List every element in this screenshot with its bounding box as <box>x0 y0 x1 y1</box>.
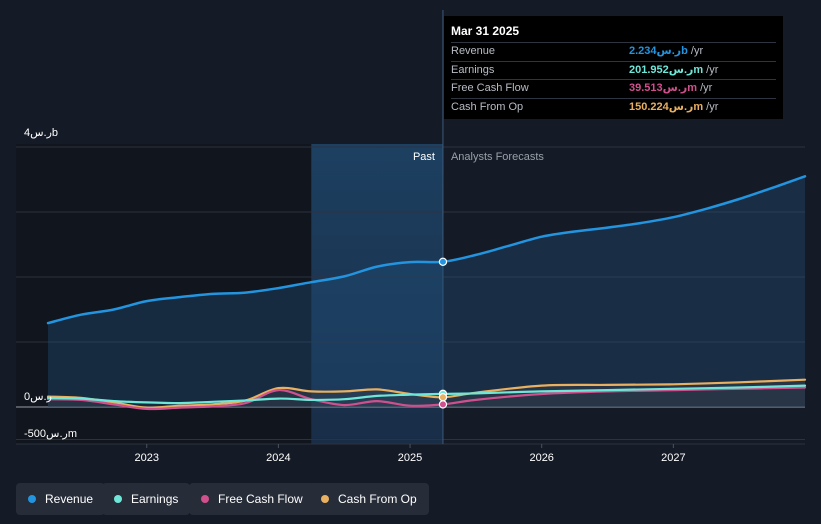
tooltip-value: 39.513 <box>629 82 663 94</box>
y-tick-label: -500ر.سm <box>24 428 77 440</box>
chart-background <box>16 144 443 444</box>
tooltip-date: Mar 31 2025 <box>451 24 520 38</box>
tooltip-value: 150.224 <box>629 100 669 113</box>
legend-free-cash-flow[interactable]: Free Cash Flow <box>189 483 315 515</box>
tooltip-label: Cash From Op <box>451 100 524 113</box>
past-label: Past <box>413 151 435 163</box>
y-tick-label: 0ر.س <box>24 391 52 403</box>
tooltip-row-cash-from-op: Cash From Op 150.224ر.سm /yr <box>451 97 776 117</box>
legend-label: Cash From Op <box>338 492 417 506</box>
tooltip-unit: ر.سm <box>668 100 704 113</box>
tooltip-unit: ر.سb <box>656 45 688 57</box>
tooltip-row-free-cash-flow: Free Cash Flow 39.513ر.سm /yr <box>451 79 776 98</box>
x-tick-label: 2027 <box>661 452 685 464</box>
legend-dot-icon <box>321 495 329 503</box>
revenue-area-fill <box>48 176 805 407</box>
x-tick-label: 2025 <box>398 452 422 464</box>
series-line-cash-from-op <box>46 378 807 409</box>
chart-markers <box>438 257 448 409</box>
forecast-label: Analysts Forecasts <box>451 151 544 163</box>
tooltip-row-revenue: Revenue 2.234ر.سb /yr <box>451 42 776 61</box>
y-tick-label: 4ر.سb <box>24 127 58 139</box>
revenue-area <box>48 176 805 408</box>
tooltip-unit: ر.سm <box>668 63 704 76</box>
x-tick-label: 2023 <box>134 452 158 464</box>
tooltip-per: /yr <box>703 63 719 76</box>
tooltip-row-earnings: Earnings 201.952ر.سm /yr <box>451 60 776 80</box>
series-line-earnings <box>46 384 807 405</box>
legend-revenue[interactable]: Revenue <box>16 483 106 515</box>
tooltip-per: /yr <box>687 45 704 57</box>
legend-earnings[interactable]: Earnings <box>102 483 191 515</box>
tooltip-value: 201.952 <box>629 63 669 76</box>
tooltip-label: Earnings <box>451 63 495 76</box>
x-tick-label: 2024 <box>266 452 290 464</box>
tooltip-label: Free Cash Flow <box>451 82 529 94</box>
legend-dot-icon <box>114 495 122 503</box>
tooltip-per: /yr <box>703 100 719 113</box>
tooltip-per: /yr <box>697 82 713 94</box>
x-tick-label: 2026 <box>529 452 553 464</box>
marker-cash-from-op <box>438 393 448 402</box>
tooltip: Mar 31 2025 Revenue 2.234ر.سb /yr Earnin… <box>444 16 783 119</box>
legend-label: Revenue <box>45 492 94 506</box>
marker-revenue <box>438 257 448 266</box>
legend-label: Earnings <box>131 492 179 506</box>
chart-labels: 4ر.سb 0ر.س -500ر.سm 2023 2024 2025 2026 2027 Pas… <box>24 127 686 464</box>
marker-free-cash-flow <box>438 400 448 409</box>
legend-cash-from-op[interactable]: Cash From Op <box>309 483 429 515</box>
series-line-revenue <box>46 175 807 325</box>
cash-from-op-area-fill <box>48 379 805 408</box>
tooltip-value: 2.234 <box>629 45 657 57</box>
legend-label: Free Cash Flow <box>218 492 303 506</box>
legend-dot-icon <box>28 495 36 503</box>
tooltip-unit: ر.سm <box>662 82 698 94</box>
tooltip-label: Revenue <box>451 45 496 57</box>
legend-dot-icon <box>201 495 209 503</box>
series-line-free-cash-flow <box>46 386 807 411</box>
chart-lines <box>46 175 807 411</box>
